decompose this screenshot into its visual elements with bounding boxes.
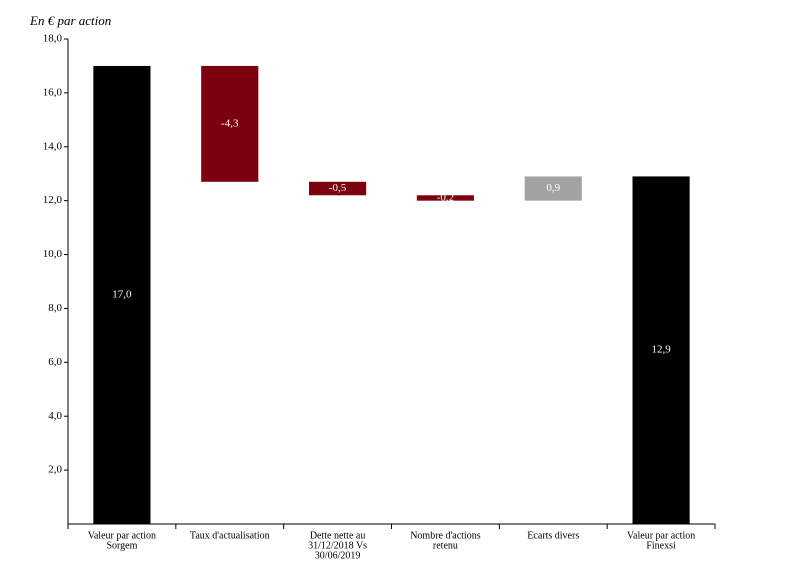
value-label: -0,5: [329, 182, 347, 194]
y-tick-label: 6,0: [48, 356, 62, 368]
x-tick-label: 31/12/2018 Vs: [308, 540, 367, 551]
chart-title: En € par action: [29, 13, 111, 28]
x-tick-label: Finexsi: [646, 540, 676, 551]
value-label: -4,3: [221, 117, 239, 129]
y-tick-label: 16,0: [43, 86, 63, 98]
bar: [416, 195, 474, 201]
value-label: -0,2: [437, 192, 454, 204]
x-tick-label: Taux d'actualisation: [190, 530, 270, 541]
x-tick-label: Sorgem: [106, 540, 137, 551]
x-tick-label: Nombre d'actions: [410, 530, 481, 541]
bar: [201, 65, 259, 182]
value-label: 17,0: [112, 289, 132, 301]
x-tick-label: retenu: [433, 540, 458, 551]
x-tick-label: Ecarts divers: [527, 530, 579, 541]
x-tick-label: Valeur par action: [88, 530, 156, 541]
bar: [632, 176, 690, 524]
y-tick-label: 2,0: [48, 464, 62, 476]
y-tick-label: 12,0: [43, 194, 63, 206]
y-tick-label: 8,0: [48, 302, 62, 314]
value-label: 12,9: [651, 344, 671, 356]
bar: [524, 176, 582, 201]
x-tick-label: Valeur par action: [627, 530, 695, 541]
y-tick-label: 14,0: [43, 140, 63, 152]
x-tick-label: 30/06/2019: [315, 550, 361, 561]
y-tick-label: 4,0: [48, 410, 62, 422]
x-tick-label: Dette nette au: [310, 530, 366, 541]
bar: [93, 65, 151, 524]
y-tick-label: 10,0: [43, 248, 63, 260]
y-tick-label: 18,0: [43, 33, 63, 45]
value-label: 0,9: [546, 182, 560, 194]
bar: [309, 181, 367, 196]
